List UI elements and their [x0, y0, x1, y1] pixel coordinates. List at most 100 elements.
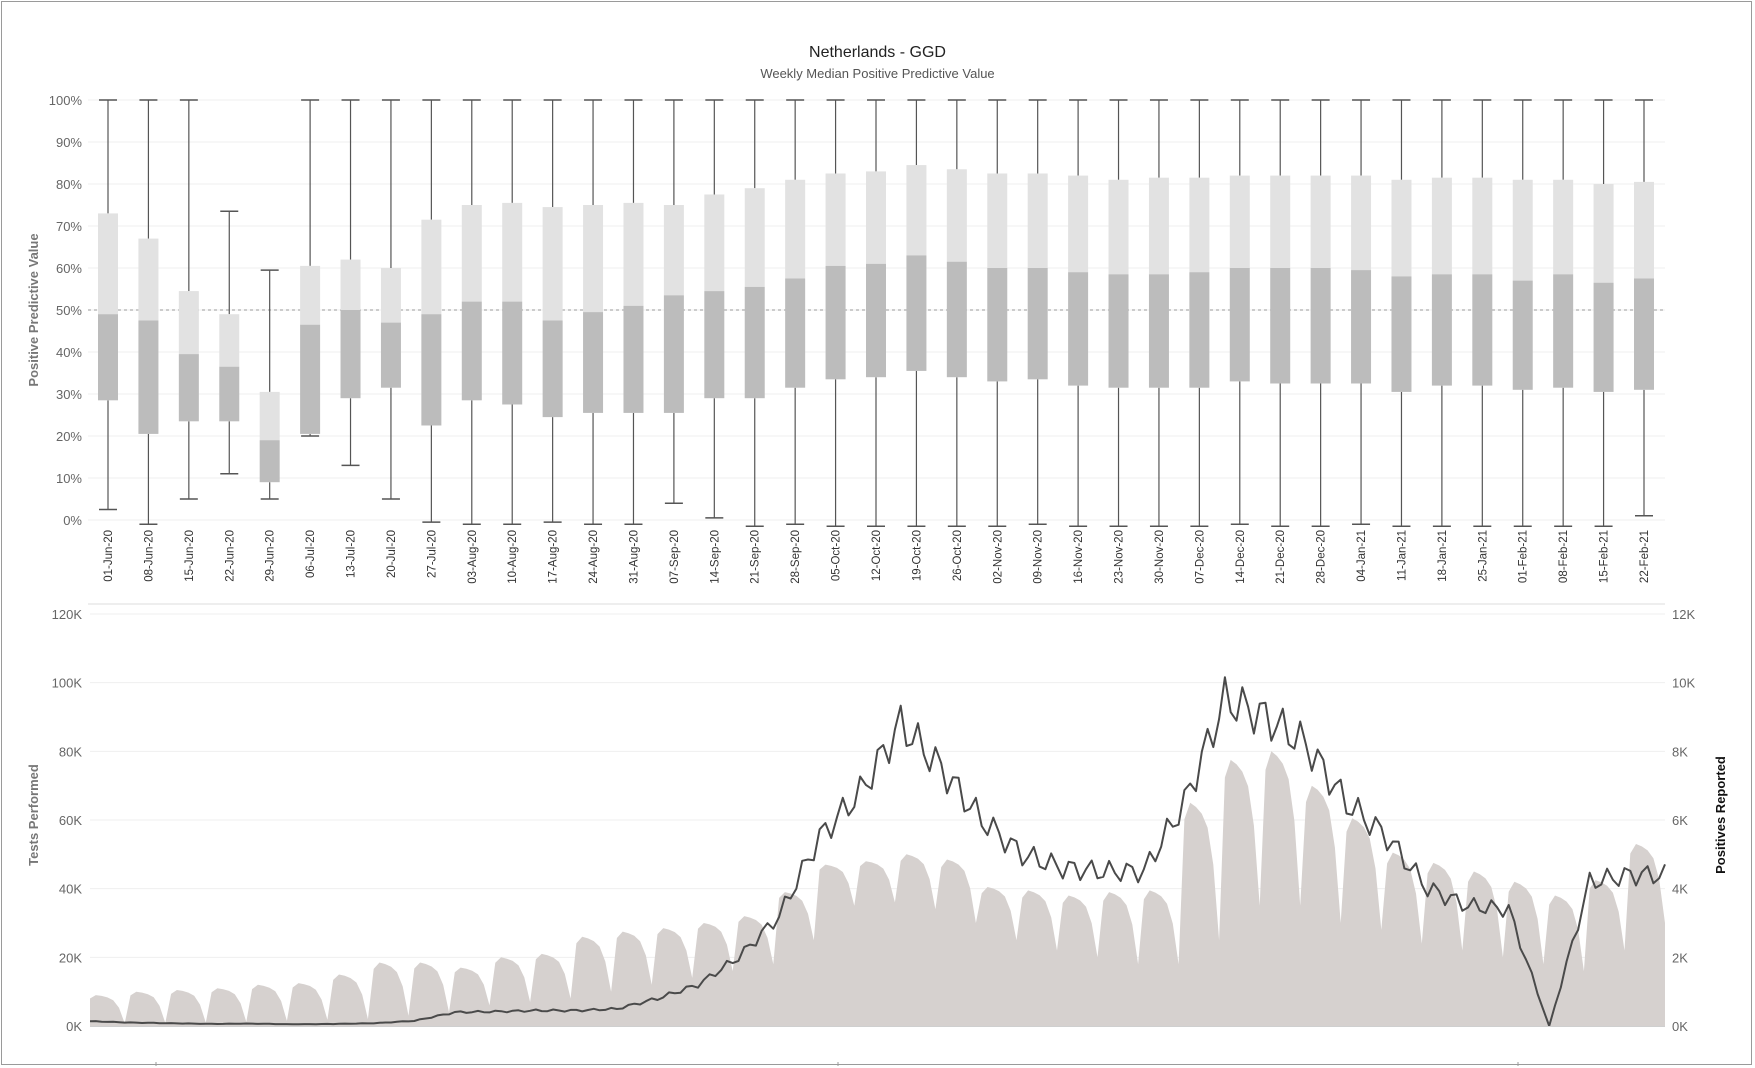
x-tick-label: 11-Jan-21 — [1396, 530, 1408, 581]
top-y-tick-label: 70% — [56, 219, 82, 234]
right-y-tick-label: 8K — [1672, 744, 1688, 759]
box-01-Jun-20 — [98, 99, 118, 511]
box-08-Feb-21 — [1553, 99, 1574, 528]
box-27-Jul-20 — [421, 99, 442, 523]
box-05-Oct-20 — [825, 99, 846, 528]
chart-subtitle: Weekly Median Positive Predictive Value — [760, 66, 995, 81]
box-lower-half — [744, 286, 765, 399]
box-15-Jun-20 — [178, 99, 199, 500]
box-upper-half — [1068, 175, 1089, 273]
top-y-tick-label: 100% — [49, 93, 83, 108]
x-tick-label: 30-Nov-20 — [1154, 530, 1166, 584]
box-lower-half — [946, 261, 967, 378]
box-28-Sep-20 — [785, 99, 806, 525]
box-20-Jul-20 — [380, 99, 401, 500]
x-tick-label: 06-Jul-20 — [305, 530, 317, 578]
box-upper-half — [421, 219, 442, 315]
box-01-Feb-21 — [1512, 99, 1533, 528]
box-25-Jan-21 — [1472, 99, 1493, 528]
x-tick-label: 22-Feb-21 — [1639, 530, 1651, 583]
box-upper-half — [1108, 179, 1129, 275]
box-04-Jan-21 — [1351, 99, 1372, 525]
box-lower-half — [1189, 272, 1210, 388]
box-upper-half — [1593, 184, 1614, 283]
box-lower-half — [421, 314, 442, 426]
box-upper-half — [1148, 177, 1169, 275]
box-upper-half — [1310, 175, 1331, 268]
x-tick-label: 01-Feb-21 — [1518, 530, 1530, 583]
bottom-x-axis — [90, 1026, 1665, 1066]
top-y-tick-label: 20% — [56, 429, 82, 444]
box-upper-half — [785, 179, 806, 279]
x-tick-label: 14-Sep-20 — [709, 530, 721, 584]
x-tick-label: 14-Dec-20 — [1235, 530, 1247, 584]
box-12-Oct-20 — [866, 99, 886, 528]
box-upper-half — [380, 268, 401, 323]
x-tick-label: 08-Feb-21 — [1558, 530, 1570, 583]
box-lower-half — [98, 314, 118, 401]
x-tick-label: 22-Jun-20 — [224, 530, 236, 582]
x-tick-label: 10-Aug-20 — [507, 530, 519, 584]
box-upper-half — [946, 169, 967, 262]
right-y-tick-label: 12K — [1672, 607, 1695, 622]
box-upper-half — [866, 171, 886, 264]
top-y-tick-label: 60% — [56, 261, 82, 276]
box-upper-half — [1027, 173, 1048, 268]
box-30-Nov-20 — [1148, 99, 1169, 528]
left-y-tick-label: 40K — [59, 882, 82, 897]
box-08-Jun-20 — [138, 99, 159, 525]
box-upper-half — [259, 391, 280, 441]
x-tick-label: 24-Aug-20 — [588, 530, 600, 584]
box-upper-half — [502, 202, 523, 302]
x-tick-label: 31-Aug-20 — [628, 530, 640, 584]
box-upper-half — [906, 165, 927, 256]
top-y-tick-label: 30% — [56, 387, 82, 402]
box-14-Dec-20 — [1229, 99, 1250, 525]
x-tick-label: 19-Oct-20 — [911, 530, 923, 581]
box-upper-half — [1351, 175, 1372, 271]
box-lower-half — [1512, 280, 1533, 390]
box-upper-half — [219, 314, 240, 367]
box-upper-half — [1431, 177, 1452, 275]
x-tick-label: 01-Jun-20 — [103, 530, 115, 582]
box-lower-half — [259, 440, 280, 483]
chart-title: Netherlands - GGD — [809, 44, 946, 61]
box-lower-half — [542, 320, 563, 418]
x-tick-label: 12-Oct-20 — [871, 530, 883, 581]
box-11-Jan-21 — [1391, 99, 1412, 528]
x-tick-label: 09-Nov-20 — [1033, 530, 1045, 584]
box-lower-half — [583, 312, 604, 413]
box-lower-half — [704, 291, 725, 399]
right-y-tick-label: 6K — [1672, 813, 1688, 828]
right-y-tick-label: 2K — [1672, 950, 1688, 965]
box-28-Dec-20 — [1310, 99, 1331, 528]
box-lower-half — [138, 320, 159, 434]
box-lower-half — [1229, 268, 1250, 382]
box-lower-half — [219, 366, 240, 422]
box-upper-half — [663, 205, 684, 296]
x-tick-label: 20-Jul-20 — [386, 530, 398, 578]
box-22-Jun-20 — [219, 210, 240, 475]
bottom-y-ticks-left: 0K 20K 40K 60K 80K 100K 120K — [52, 607, 83, 1034]
box-lower-half — [1310, 268, 1331, 384]
tests-performed-axis-title: Tests Performed — [26, 764, 41, 866]
box-lower-half — [825, 265, 846, 380]
x-tick-label: 03-Aug-20 — [467, 530, 479, 584]
box-lower-half — [1553, 274, 1574, 388]
box-lower-half — [1634, 278, 1654, 390]
positives-reported-line — [89, 676, 1666, 1027]
box-upper-half — [1270, 175, 1291, 268]
box-17-Aug-20 — [542, 99, 563, 523]
right-y-tick-label: 10K — [1672, 676, 1695, 691]
box-16-Nov-20 — [1068, 99, 1089, 528]
x-tick-label: 15-Jun-20 — [184, 530, 196, 582]
box-06-Jul-20 — [300, 99, 321, 437]
x-tick-label: 27-Jul-20 — [426, 530, 438, 578]
box-lower-half — [340, 310, 361, 399]
box-upper-half — [704, 194, 725, 292]
box-upper-half — [98, 213, 118, 315]
right-y-tick-label: 0K — [1672, 1019, 1688, 1034]
top-y-ticks: 0% 10% 20% 30% 40% 50% 60% 70% 80% 90% 100% — [49, 93, 83, 528]
box-lower-half — [866, 263, 886, 378]
